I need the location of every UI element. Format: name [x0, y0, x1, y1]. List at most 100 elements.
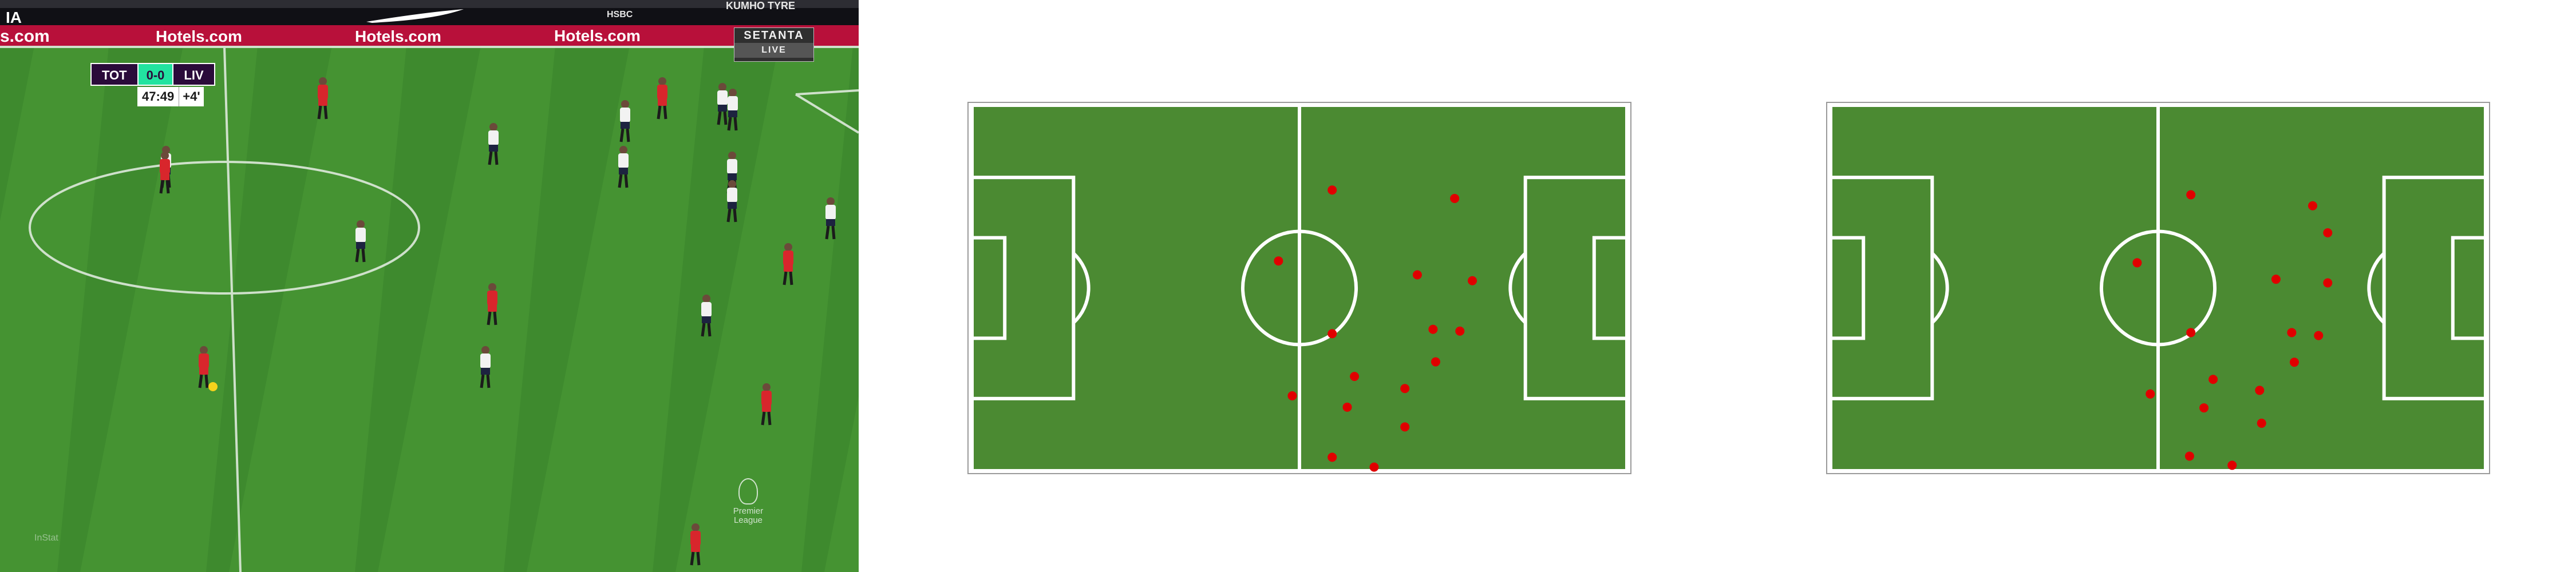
broadcaster-live: LIVE — [734, 43, 813, 58]
player-marker — [2199, 403, 2209, 413]
away-player — [317, 77, 328, 120]
home-player — [488, 123, 499, 165]
player-marker — [1400, 384, 1410, 394]
clock-time: 47:49 — [137, 87, 179, 106]
player-marker — [2314, 331, 2324, 340]
home-player — [480, 346, 491, 388]
added-time: +4' — [179, 87, 204, 106]
ad-hotels-3: Hotels.com — [554, 27, 641, 45]
grass-stripe — [675, 46, 853, 572]
home-player — [619, 100, 630, 142]
player-marker — [2255, 386, 2265, 395]
pitch-markings — [0, 46, 859, 572]
ad-hotels-1: Hotels.com — [156, 27, 242, 45]
away-player — [783, 243, 793, 285]
led-board — [0, 25, 859, 46]
player-marker — [2146, 389, 2155, 399]
left-penalty-arc — [1931, 252, 1949, 324]
player-marker — [2208, 375, 2218, 384]
away-player — [487, 283, 497, 325]
player-marker — [2287, 328, 2297, 337]
player-markers — [2132, 190, 2333, 470]
match-clock: 47:49 +4' — [137, 87, 204, 106]
home-player — [701, 295, 712, 337]
right-penalty-arc — [1508, 252, 1527, 324]
ball — [208, 382, 218, 391]
player-marker — [2271, 275, 2281, 284]
lion-icon — [738, 478, 758, 505]
player-marker — [1327, 329, 1337, 339]
player-marker — [1455, 326, 1465, 336]
player-marker — [2186, 328, 2196, 337]
player-marker — [2308, 201, 2317, 210]
ad-tyre: KUMHO TYRE — [726, 0, 795, 11]
away-team: LIV — [172, 63, 215, 86]
centre-circle — [2099, 229, 2217, 347]
away-players — [159, 77, 793, 566]
player-marker — [1274, 256, 1283, 266]
swoosh-logo — [366, 9, 464, 23]
pitch-lines — [970, 104, 1629, 472]
broadcaster-name: SETANTA — [744, 29, 804, 42]
player-marker — [2289, 357, 2299, 367]
away-player — [198, 346, 209, 388]
home-player — [825, 197, 836, 240]
watermark: InStat — [34, 533, 58, 543]
ad-fragment: s.com — [0, 27, 50, 46]
player-marker — [1342, 402, 1352, 412]
grass-stripe — [527, 46, 704, 572]
player-marker — [1350, 372, 1360, 382]
player-marker — [1327, 185, 1337, 195]
broadcast-frame: IA HSBC KUMHO TYRE s.com Hotels.com Hote… — [0, 0, 859, 572]
centre-circle — [29, 161, 420, 295]
grass-stripe — [378, 46, 555, 572]
player-marker — [1369, 462, 1379, 472]
pitch-diagram — [1829, 104, 2488, 472]
pitch-boundary — [970, 104, 1629, 472]
pitch-view-1 — [967, 102, 1631, 474]
player-markers — [1274, 185, 1477, 472]
league-line2: League — [733, 515, 763, 525]
player-marker — [2323, 278, 2333, 288]
pitch-view-2 — [1826, 102, 2490, 474]
home-player — [727, 89, 738, 131]
home-player — [717, 83, 728, 125]
away-player — [690, 523, 701, 566]
pitch-diagram — [970, 104, 1629, 472]
player-marker — [2184, 451, 2194, 461]
home-player — [618, 146, 629, 188]
player-marker — [1468, 276, 1477, 285]
player-marker — [1400, 422, 1410, 432]
away-player — [761, 383, 772, 426]
player-marker — [2132, 258, 2142, 268]
centre-circle — [1240, 229, 1358, 347]
player-marker — [2323, 228, 2333, 238]
ad-bank: HSBC — [607, 10, 633, 19]
player-marker — [1327, 452, 1337, 462]
grass-stripe — [824, 396, 859, 572]
halfway-line — [223, 46, 242, 572]
home-player — [726, 180, 737, 223]
player-marker — [1431, 357, 1440, 367]
grass-stripe — [80, 46, 258, 572]
home-team: TOT — [90, 63, 139, 86]
away-player — [159, 152, 170, 194]
right-penalty-arc — [2367, 252, 2385, 324]
grass-stripe — [229, 46, 406, 572]
grass-stripe — [0, 46, 109, 572]
box-line — [795, 93, 859, 134]
player-marker — [2227, 460, 2237, 470]
scorebug: TOT 0-0 LIV — [90, 63, 215, 86]
player-marker — [2186, 190, 2196, 200]
player-marker — [2257, 418, 2266, 428]
upper-board-fragment: IA — [6, 9, 22, 26]
broadcast-scene: IA HSBC KUMHO TYRE s.com Hotels.com Hote… — [0, 0, 859, 572]
left-penalty-arc — [1072, 252, 1091, 324]
away-player — [657, 77, 667, 120]
player-marker — [1450, 193, 1460, 203]
grass-stripes — [0, 46, 859, 572]
league-logo: Premier League — [722, 478, 774, 525]
score: 0-0 — [138, 63, 173, 86]
pitch-boundary — [1829, 104, 2487, 472]
home-player — [355, 220, 366, 263]
